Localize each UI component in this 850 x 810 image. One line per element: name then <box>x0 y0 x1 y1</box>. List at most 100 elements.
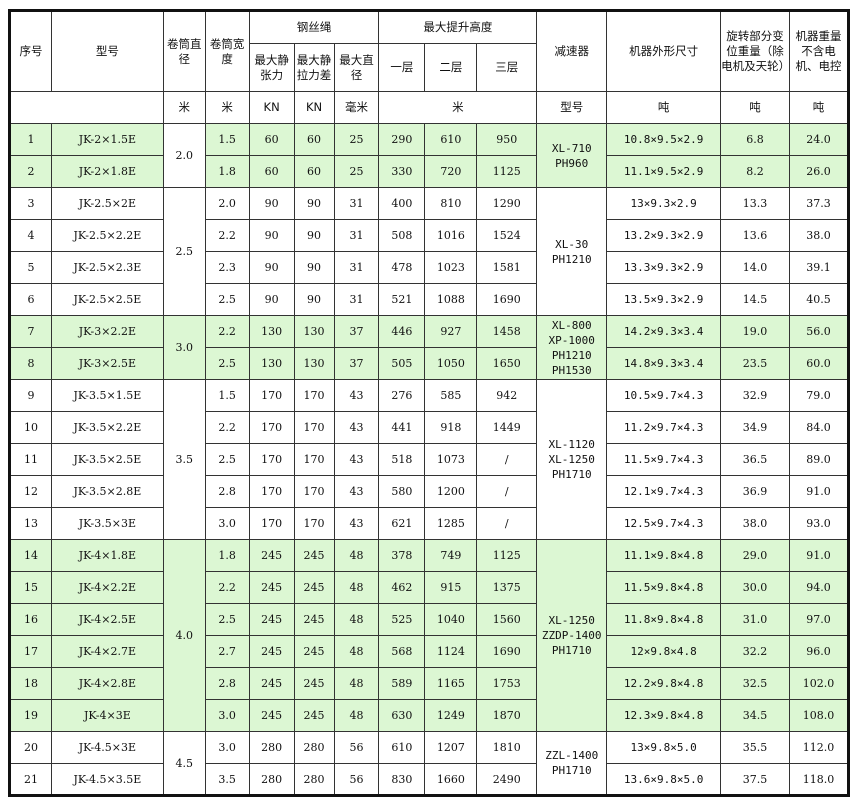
cell-layer2-height: 1050 <box>424 347 478 380</box>
table-row: 1 JK-2×1.5E 2.0 1.5 60 60 25 290 610 950 XL-710 PH9… <box>9 123 850 188</box>
cell-seq: 10 <box>9 411 52 444</box>
cell-layer3-height: 1690 <box>476 283 538 316</box>
cell-max-static-tension-diff: 90 <box>293 283 335 316</box>
reducer-model: PH1710 <box>551 644 592 657</box>
cell-seq: 3 <box>9 187 52 220</box>
cell-seq: 18 <box>9 667 52 700</box>
cell-layer2-height: 915 <box>424 571 478 604</box>
cell-max-static-tension-diff: 90 <box>293 251 335 284</box>
cell-dimensions: 10.8×9.5×2.9 <box>606 123 722 156</box>
cell-model: JK-2×1.8E <box>50 155 164 188</box>
header-rotating-weight: 旋转部分变位重量（除电机及天轮） <box>720 10 790 92</box>
cell-layer2-height: 720 <box>424 155 478 188</box>
cell-dimensions: 14.2×9.3×3.4 <box>606 315 722 348</box>
cell-max-static-tension-diff: 245 <box>293 699 335 732</box>
cell-seq: 7 <box>9 315 52 348</box>
cell-layer1-height: 630 <box>378 699 426 732</box>
cell-rotating-weight: 38.0 <box>720 507 790 540</box>
cell-seq: 21 <box>9 763 52 796</box>
cell-drum-width: 1.8 <box>204 539 250 572</box>
cell-model: JK-2×1.5E <box>50 123 164 156</box>
cell-drum-width: 2.8 <box>204 667 250 700</box>
cell-seq: 20 <box>9 731 52 764</box>
cell-rope-diameter: 37 <box>333 347 380 380</box>
cell-dimensions: 13.6×9.8×5.0 <box>606 763 722 796</box>
cell-machine-weight: 84.0 <box>788 411 850 444</box>
cell-drum-width: 2.5 <box>204 283 250 316</box>
cell-max-static-tension-diff: 170 <box>293 475 335 508</box>
cell-layer1-height: 568 <box>378 635 426 668</box>
cell-max-static-tension: 90 <box>248 251 295 284</box>
cell-model: JK-3.5×2.8E <box>50 475 164 508</box>
cell-max-static-tension-diff: 60 <box>293 155 335 188</box>
cell-drum-width: 2.2 <box>204 315 250 348</box>
cell-layer1-height: 290 <box>378 123 426 156</box>
cell-dimensions: 13.2×9.3×2.9 <box>606 219 722 252</box>
cell-drum-diameter: 2.5 <box>162 187 206 316</box>
unit-rotating-weight: 吨 <box>720 91 790 124</box>
cell-model: JK-4×2.5E <box>50 603 164 636</box>
cell-layer1-height: 508 <box>378 219 426 252</box>
cell-machine-weight: 24.0 <box>788 123 850 156</box>
reducer-model: PH1210 <box>551 252 592 266</box>
header-reducer: 减速器 <box>536 10 608 92</box>
cell-model: JK-4×1.8E <box>50 539 164 572</box>
cell-rope-diameter: 48 <box>333 539 380 572</box>
cell-rope-diameter: 31 <box>333 251 380 284</box>
cell-rope-diameter: 48 <box>333 699 380 732</box>
cell-rotating-weight: 31.0 <box>720 603 790 636</box>
cell-rope-diameter: 25 <box>333 155 380 188</box>
cell-machine-weight: 89.0 <box>788 443 850 476</box>
cell-drum-width: 1.5 <box>204 379 250 412</box>
cell-max-static-tension-diff: 245 <box>293 603 335 636</box>
cell-max-static-tension: 280 <box>248 731 295 764</box>
cell-layer2-height: 1660 <box>424 763 478 796</box>
cell-rotating-weight: 32.5 <box>720 667 790 700</box>
cell-model: JK-4×3E <box>50 699 164 732</box>
reducer-model: XL-1250 <box>548 614 595 627</box>
cell-max-static-tension-diff: 170 <box>293 507 335 540</box>
cell-rope-diameter: 56 <box>333 763 380 796</box>
cell-dimensions: 12.5×9.7×4.3 <box>606 507 722 540</box>
cell-max-static-tension: 170 <box>248 379 295 412</box>
header-max-static-tension: 最大静张力 <box>248 43 295 92</box>
reducer-model: ZZL-1400 <box>545 749 599 762</box>
cell-max-static-tension: 90 <box>248 187 295 220</box>
unit-reducer: 型号 <box>536 91 608 124</box>
cell-max-static-tension: 170 <box>248 411 295 444</box>
cell-rope-diameter: 31 <box>333 187 380 220</box>
cell-seq: 12 <box>9 475 52 508</box>
cell-model: JK-3.5×1.5E <box>50 379 164 412</box>
cell-max-static-tension: 170 <box>248 443 295 476</box>
cell-layer1-height: 521 <box>378 283 426 316</box>
cell-seq: 5 <box>9 251 52 284</box>
cell-layer3-height: 1375 <box>476 571 538 604</box>
cell-max-static-tension: 245 <box>248 667 295 700</box>
reducer-model: ZZDP-1400 <box>541 629 602 642</box>
cell-dimensions: 13×9.3×2.9 <box>606 187 722 220</box>
cell-dimensions: 13.3×9.3×2.9 <box>606 251 722 284</box>
header-rope-max-diameter: 最大直径 <box>333 43 380 92</box>
cell-machine-weight: 96.0 <box>788 635 850 668</box>
table-row: 16 JK-4×2.5E 2.5 245 245 48 525 1040 1560 11.8×9.… <box>9 603 850 636</box>
cell-layer2-height: 927 <box>424 315 478 348</box>
cell-max-static-tension-diff: 245 <box>293 635 335 668</box>
cell-model: JK-3×2.5E <box>50 347 164 380</box>
cell-rope-diameter: 31 <box>333 283 380 316</box>
cell-drum-width: 2.2 <box>204 219 250 252</box>
cell-max-static-tension-diff: 130 <box>293 347 335 380</box>
cell-machine-weight: 97.0 <box>788 603 850 636</box>
cell-model: JK-2.5×2E <box>50 187 164 220</box>
cell-dimensions: 12.3×9.8×4.8 <box>606 699 722 732</box>
cell-machine-weight: 93.0 <box>788 507 850 540</box>
cell-max-static-tension: 90 <box>248 283 295 316</box>
cell-layer1-height: 830 <box>378 763 426 796</box>
cell-drum-width: 1.5 <box>204 123 250 156</box>
table-row: 19 JK-4×3E 3.0 245 245 48 630 1249 1870 12.3×9.8×… <box>9 699 850 732</box>
header-max-lift-height: 最大提升高度 <box>378 10 538 44</box>
cell-max-static-tension: 60 <box>248 155 295 188</box>
table-row: 20 JK-4.5×3E 4.5 3.0 280 280 56 610 1207 1810 ZZL-… <box>9 731 850 796</box>
cell-layer2-height: 749 <box>424 539 478 572</box>
cell-max-static-tension: 245 <box>248 539 295 572</box>
cell-dimensions: 13.5×9.3×2.9 <box>606 283 722 316</box>
